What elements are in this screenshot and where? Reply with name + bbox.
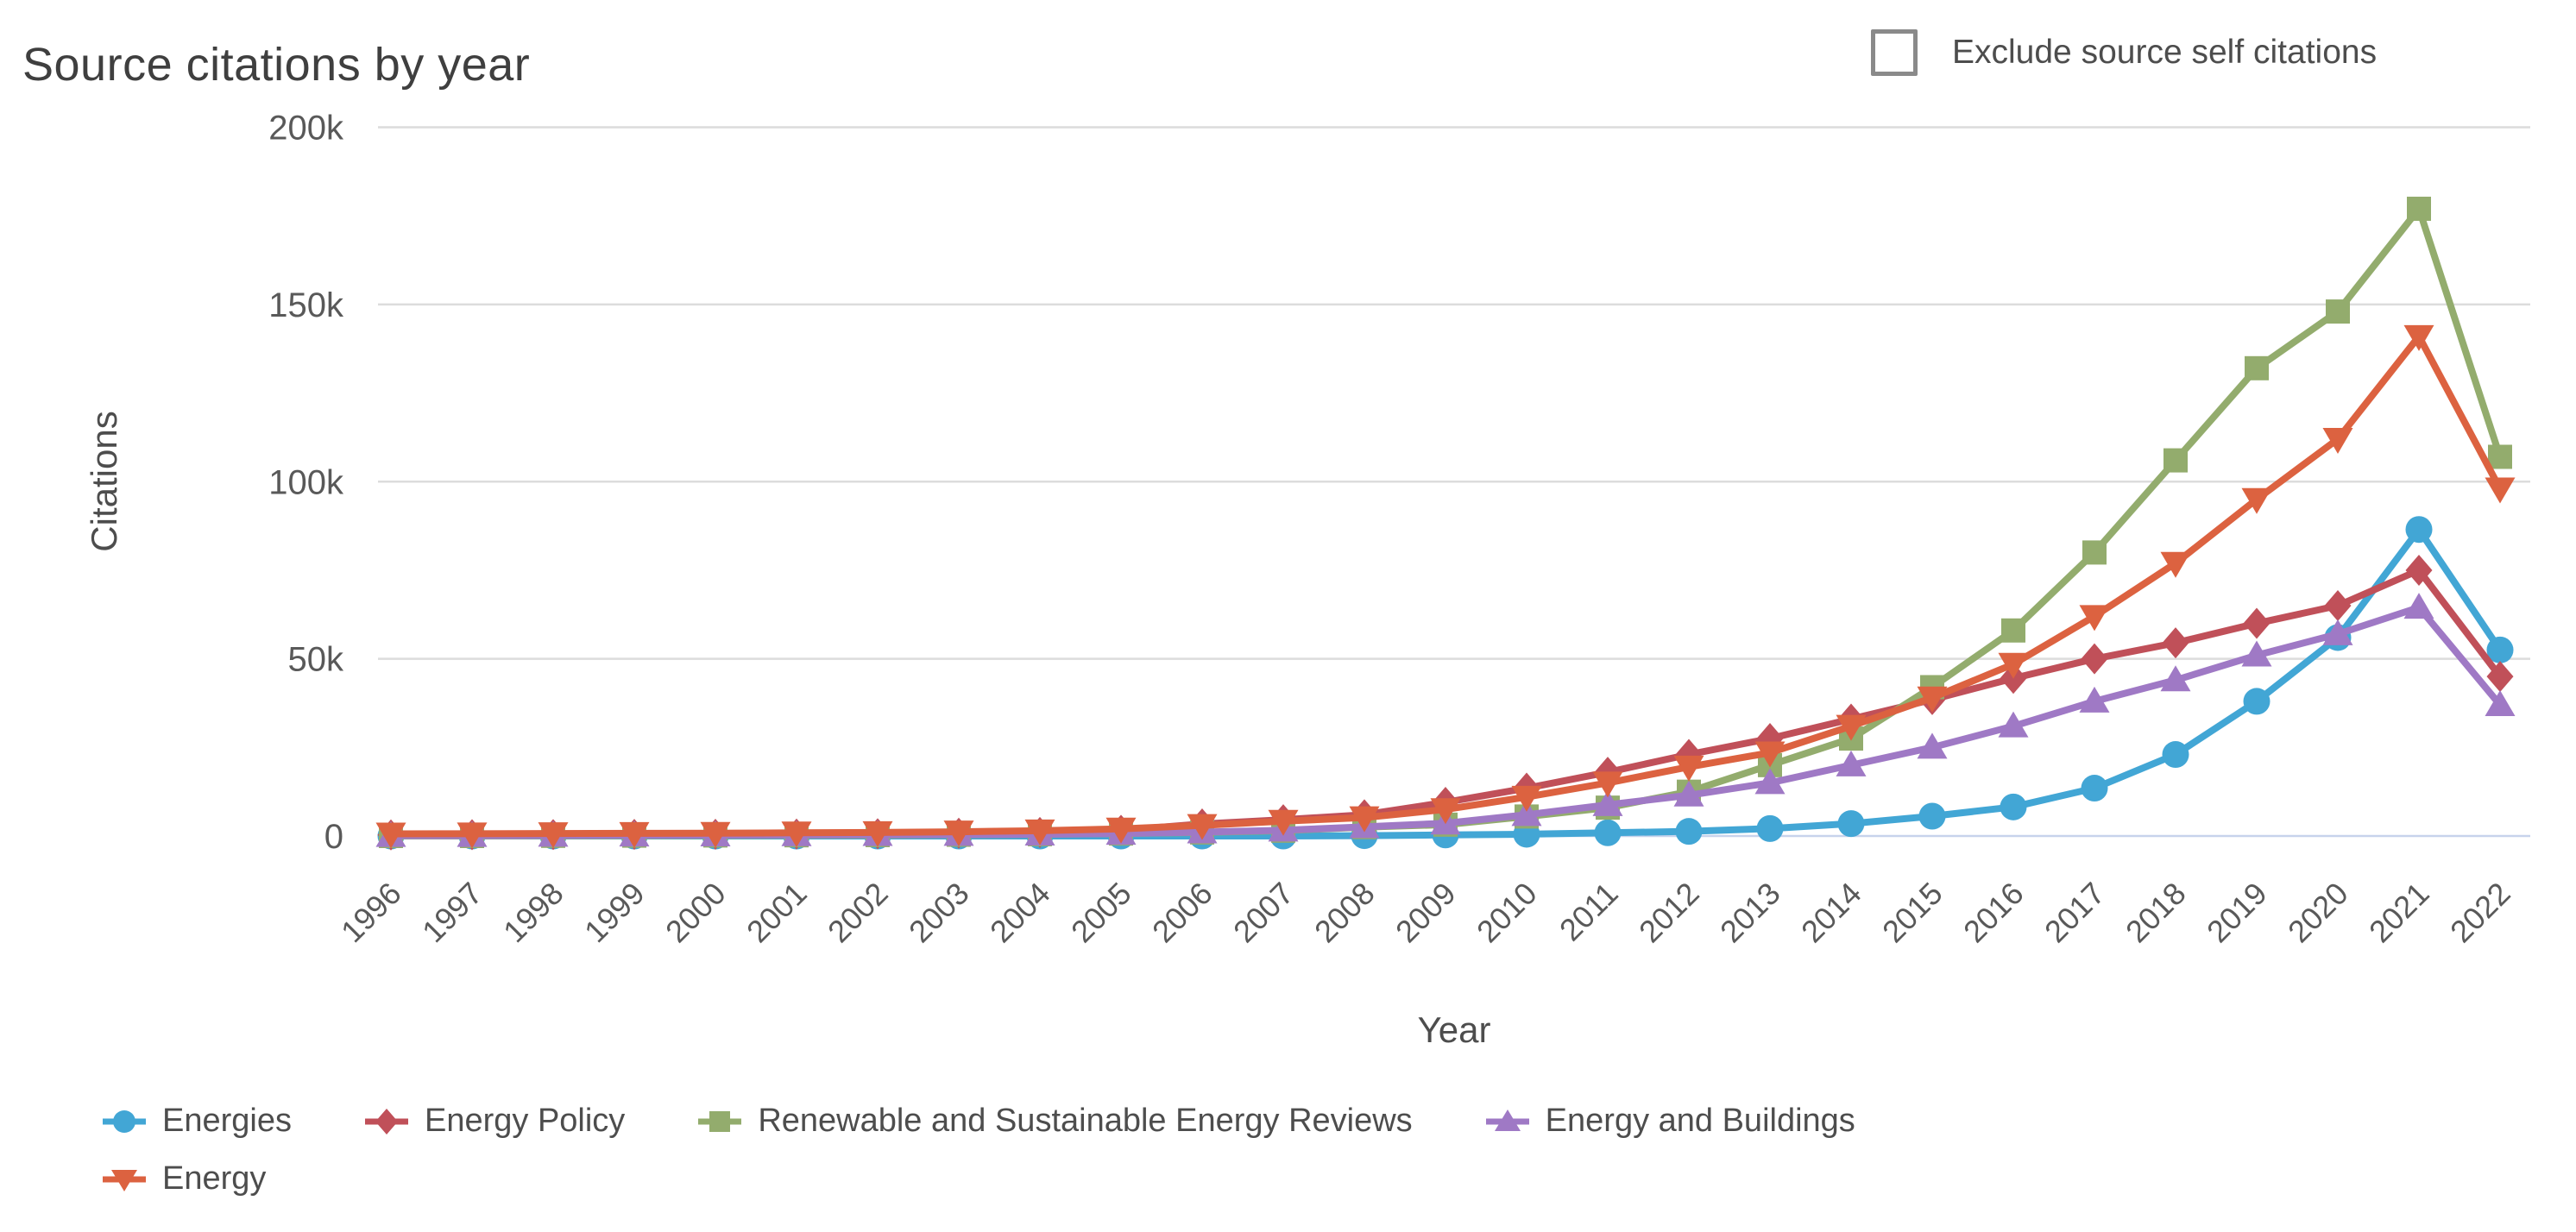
svg-text:2014: 2014	[1794, 876, 1868, 950]
svg-text:2013: 2013	[1713, 876, 1787, 950]
svg-text:2002: 2002	[821, 876, 895, 950]
svg-text:2021: 2021	[2362, 876, 2436, 950]
svg-text:2009: 2009	[1389, 876, 1463, 950]
svg-text:1997: 1997	[415, 876, 489, 950]
exclude-self-citations-checkbox[interactable]	[1871, 29, 1918, 76]
svg-text:2007: 2007	[1226, 876, 1301, 950]
legend-row-2: Energy	[102, 1160, 1928, 1197]
page-title: Source citations by year	[22, 39, 531, 91]
svg-text:2004: 2004	[983, 876, 1057, 950]
svg-text:0: 0	[324, 818, 343, 856]
svg-text:1996: 1996	[334, 876, 408, 950]
y-axis-title: Citations	[84, 411, 124, 551]
chart-legend: Energies Energy Policy Renewable and Susta…	[102, 1103, 1928, 1197]
svg-text:100k: 100k	[268, 463, 344, 501]
legend-marker-energy-and-buildings-icon	[1485, 1109, 1529, 1131]
svg-text:2015: 2015	[1875, 876, 1949, 950]
y-tick-labels: 0 50k 100k 150k 200k	[268, 110, 344, 857]
exclude-self-citations-label: Exclude source self citations	[1952, 34, 2378, 71]
svg-text:2010: 2010	[1470, 876, 1544, 950]
x-axis-title: Year	[1418, 1009, 1491, 1050]
svg-text:200k: 200k	[268, 110, 344, 148]
legend-item-renewable-and-sustainable-energy-reviews[interactable]: Renewable and Sustainable Energy Reviews	[697, 1103, 1413, 1140]
series-renewable-and-sustainable-energy-reviews	[379, 196, 2512, 848]
svg-text:2022: 2022	[2443, 876, 2517, 950]
svg-text:150k: 150k	[268, 286, 344, 324]
svg-text:50k: 50k	[288, 641, 344, 679]
x-tick-labels: 1996 1997 1998 1999 2000 2001 2002 2003 2004 2005…	[334, 876, 2517, 950]
svg-text:2012: 2012	[1632, 876, 1706, 950]
legend-label-energy-and-buildings: Energy and Buildings	[1545, 1103, 1855, 1139]
legend-marker-energy-policy-icon	[364, 1108, 408, 1135]
svg-text:1998: 1998	[496, 876, 570, 950]
legend-label-renewable-and-sustainable-energy-reviews: Renewable and Sustainable Energy Reviews	[758, 1103, 1413, 1139]
exclude-self-citations-control[interactable]: Exclude source self citations	[1871, 29, 2377, 76]
svg-text:2016: 2016	[1956, 876, 2031, 950]
svg-text:2003: 2003	[902, 876, 976, 950]
svg-text:1999: 1999	[577, 876, 652, 950]
y-gridlines	[378, 126, 2530, 838]
legend-marker-energy-icon	[103, 1169, 146, 1191]
svg-text:2001: 2001	[740, 876, 814, 950]
legend-marker-renewable-and-sustainable-energy-reviews-icon	[698, 1110, 742, 1132]
legend-row-1: Energies Energy Policy Renewable and Susta…	[102, 1103, 1928, 1140]
legend-item-energy[interactable]: Energy	[102, 1160, 266, 1197]
legend-item-energies[interactable]: Energies	[102, 1103, 292, 1140]
svg-text:2008: 2008	[1307, 876, 1382, 950]
svg-text:2000: 2000	[658, 876, 733, 950]
series-energy	[375, 324, 2516, 849]
legend-item-energy-and-buildings[interactable]: Energy and Buildings	[1485, 1103, 1855, 1140]
svg-text:2019: 2019	[2200, 876, 2274, 950]
svg-text:2006: 2006	[1145, 876, 1219, 950]
legend-item-energy-policy[interactable]: Energy Policy	[364, 1103, 625, 1140]
svg-text:2017: 2017	[2037, 876, 2112, 950]
legend-marker-energies-icon	[103, 1109, 146, 1133]
svg-text:2005: 2005	[1064, 876, 1138, 950]
svg-text:2018: 2018	[2119, 876, 2193, 950]
svg-text:2020: 2020	[2281, 876, 2355, 950]
svg-text:2011: 2011	[1553, 876, 1625, 948]
legend-label-energy: Energy	[162, 1160, 267, 1197]
legend-label-energy-policy: Energy Policy	[424, 1103, 626, 1139]
legend-label-energies: Energies	[162, 1103, 292, 1139]
